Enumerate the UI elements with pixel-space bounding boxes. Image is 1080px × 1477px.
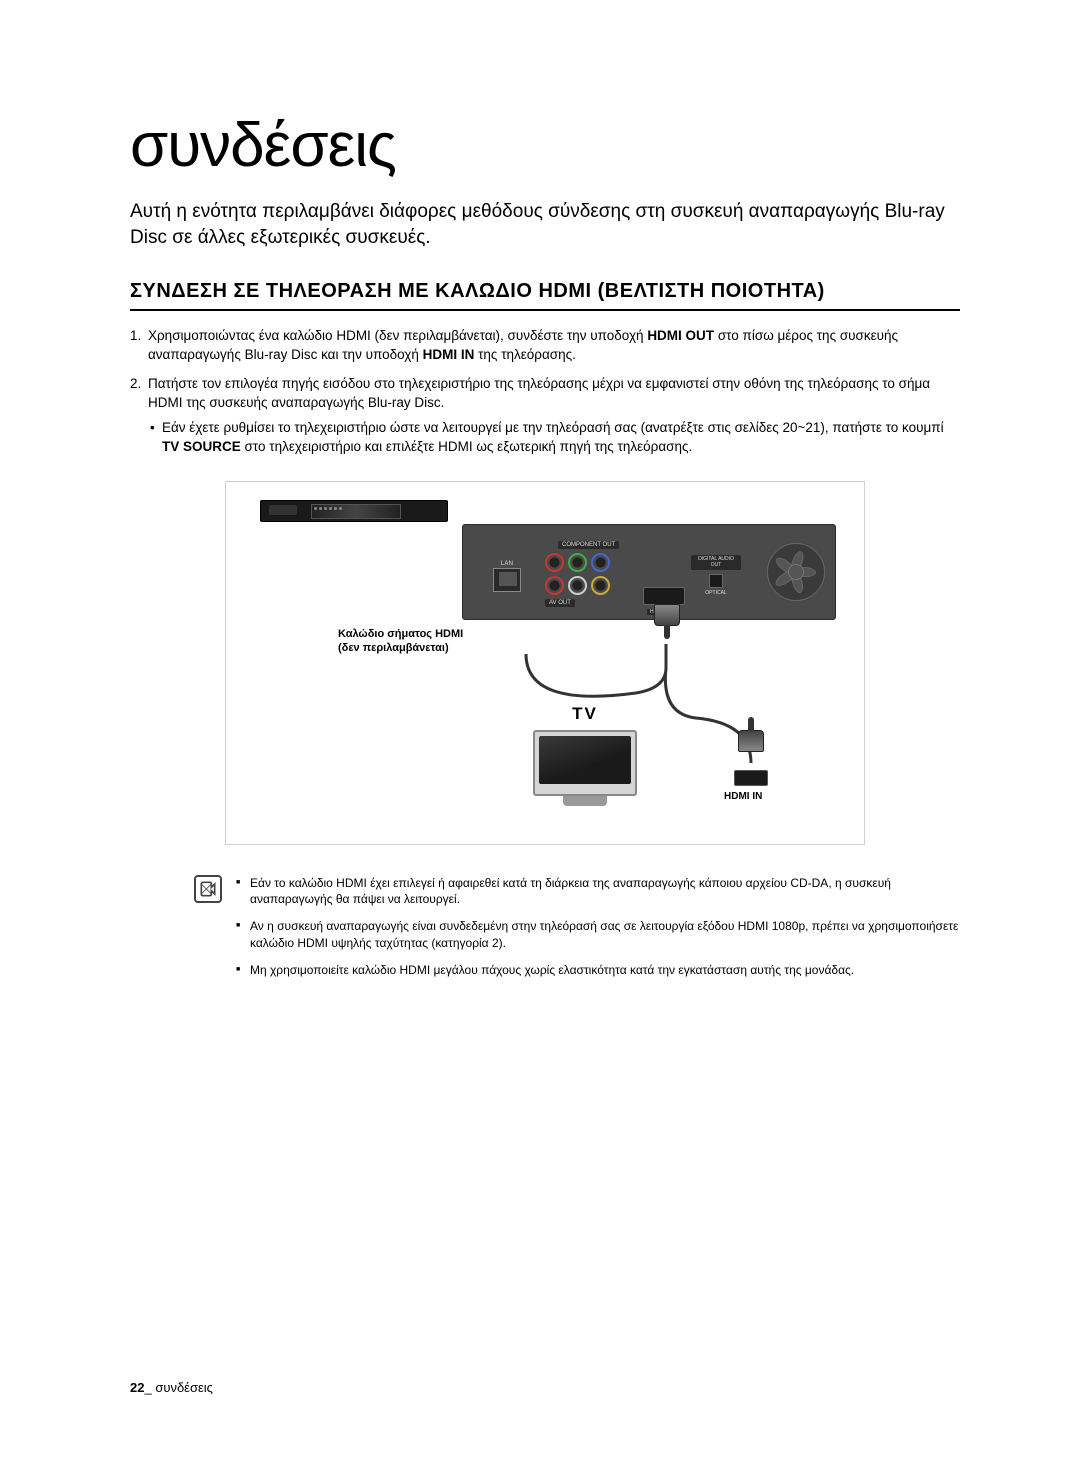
notes-section: Εάν το καλώδιο HDMI έχει επιλεγεί ή αφαι… — [130, 875, 960, 989]
note-icon — [194, 875, 222, 903]
instruction-1-text-c: της τηλεόρασης. — [474, 347, 576, 362]
player-front-view — [260, 500, 448, 522]
cable-label: Καλώδιο σήματος HDMI (δεν περιλαμβάνεται… — [338, 627, 508, 656]
hdmi-connector-bottom-icon — [736, 730, 764, 752]
component-out-label: COMPONENT OUT — [558, 541, 619, 549]
footer-sep: _ — [144, 1380, 155, 1395]
instruction-1: 1. Χρησιμοποιώντας ένα καλώδιο HDMI (δεν… — [148, 327, 960, 365]
tv-label: TV — [531, 704, 639, 724]
rca-white-icon — [568, 576, 587, 595]
note-2: Αν η συσκευή αναπαραγωγής είναι συνδεδεμ… — [236, 918, 960, 952]
section-header: ΣΥΝΔΕΣΗ ΣΕ ΤΗΛΕΟΡΑΣΗ ΜΕ ΚΑΛΩΔΙΟ HDMI (ΒΕ… — [130, 280, 960, 311]
footer-text: συνδέσεις — [155, 1380, 213, 1395]
hdmi-in-label: HDMI IN — [724, 791, 762, 802]
bullet-text-a: Εάν έχετε ρυθμίσει το τηλεχειριστήριο ώσ… — [162, 420, 944, 435]
hdmi-out-label: HDMI OUT — [647, 328, 714, 343]
tv-screen-icon — [539, 736, 631, 784]
rca-red2-icon — [545, 576, 564, 595]
hdmi-connector-top-icon — [654, 604, 682, 644]
footer-page-num: 22 — [130, 1380, 144, 1395]
optical-label: OPTICAL — [691, 590, 741, 596]
rca-green-icon — [568, 553, 587, 572]
note-1: Εάν το καλώδιο HDMI έχει επιλεγεί ή αφαι… — [236, 875, 960, 909]
digital-audio-label: DIGITAL AUDIO OUT — [691, 555, 741, 570]
page-footer: 22_ συνδέσεις — [130, 1380, 213, 1395]
av-out-label: AV OUT — [545, 599, 575, 607]
instruction-2-bullet: Εάν έχετε ρυθμίσει το τηλεχειριστήριο ώσ… — [162, 419, 960, 457]
lan-port-icon: LAN — [493, 561, 521, 592]
instruction-list: 1. Χρησιμοποιώντας ένα καλώδιο HDMI (δεν… — [130, 327, 960, 456]
hdmi-out-port-icon — [643, 587, 685, 605]
cable-label-line1: Καλώδιο σήματος HDMI — [338, 627, 508, 641]
instruction-num-1: 1. — [130, 327, 141, 346]
fan-icon — [767, 543, 825, 601]
notes-list: Εάν το καλώδιο HDMI έχει επιλεγεί ή αφαι… — [236, 875, 960, 989]
instruction-2-text: Πατήστε τον επιλογέα πηγής εισόδου στο τ… — [148, 376, 930, 410]
intro-paragraph: Αυτή η ενότητα περιλαμβάνει διάφορες μεθ… — [130, 199, 960, 250]
player-back-panel: LAN COMPONENT OUT AV OUT HDMI OUT — [462, 524, 836, 620]
connection-diagram: LAN COMPONENT OUT AV OUT HDMI OUT — [225, 481, 865, 845]
bullet-text-b: στο τηλεχειριστήριο και επιλέξτε HDMI ως… — [241, 439, 693, 454]
tv-stand-icon — [563, 796, 607, 806]
note-3: Μη χρησιμοποιείτε καλώδιο HDMI μεγάλου π… — [236, 962, 960, 979]
instruction-2-sublist: Εάν έχετε ρυθμίσει το τηλεχειριστήριο ώσ… — [148, 419, 960, 457]
tv-body-icon — [533, 730, 637, 796]
rca-ports-icon — [545, 553, 610, 595]
hdmi-in-port-icon — [734, 770, 768, 786]
hdmi-in-label-text: HDMI IN — [423, 347, 475, 362]
instruction-2: 2. Πατήστε τον επιλογέα πηγής εισόδου στ… — [148, 375, 960, 457]
instruction-1-text-a: Χρησιμοποιώντας ένα καλώδιο HDMI (δεν πε… — [148, 328, 647, 343]
digital-audio-icon: DIGITAL AUDIO OUT OPTICAL — [691, 553, 741, 596]
device-illustration: LAN COMPONENT OUT AV OUT HDMI OUT — [260, 500, 836, 610]
display-panel-icon — [311, 504, 401, 519]
rca-blue-icon — [591, 553, 610, 572]
rca-yellow-icon — [591, 576, 610, 595]
disc-slot-icon — [269, 505, 297, 515]
tv-illustration: TV — [531, 704, 639, 806]
lan-label: LAN — [501, 561, 514, 567]
tv-source-label: TV SOURCE — [162, 439, 241, 454]
page-title: συνδέσεις — [130, 110, 960, 181]
cable-label-line2: (δεν περιλαμβάνεται) — [338, 641, 508, 655]
optical-port-icon — [709, 574, 723, 588]
instruction-num-2: 2. — [130, 375, 141, 394]
rca-red-icon — [545, 553, 564, 572]
